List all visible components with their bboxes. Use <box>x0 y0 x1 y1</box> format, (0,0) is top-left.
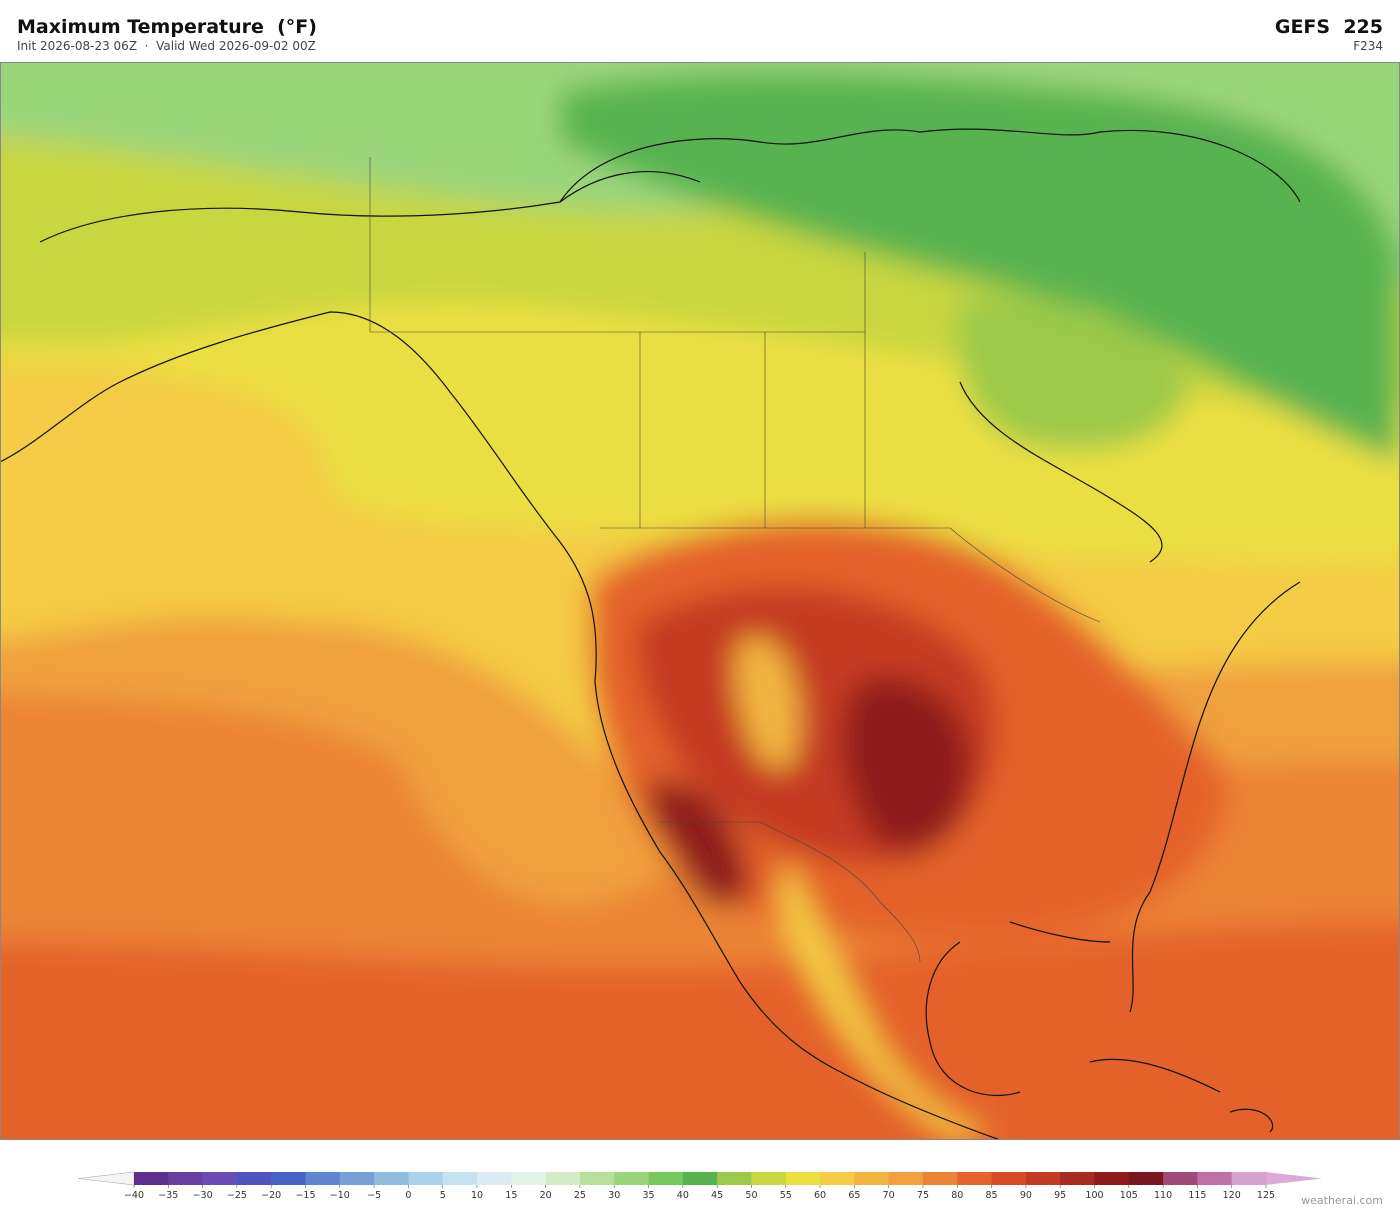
colorbar-tick-label: −25 <box>227 1190 247 1200</box>
colorbar-swatch <box>785 1172 821 1185</box>
colorbar-swatch <box>1197 1172 1233 1185</box>
map <box>0 62 1400 1140</box>
colorbar-tick-label: 80 <box>951 1190 963 1200</box>
colorbar-tick-label: 85 <box>986 1190 998 1200</box>
colorbar-swatch <box>511 1172 547 1185</box>
colorbar-tick-label: 125 <box>1257 1190 1275 1200</box>
colorbar-swatch <box>374 1172 409 1185</box>
colorbar-tick-label: 20 <box>540 1190 552 1200</box>
colorbar-tick-label: 120 <box>1223 1190 1241 1200</box>
colorbar-swatch <box>1163 1172 1198 1185</box>
colorbar-swatch <box>305 1172 341 1185</box>
colorbar-tick-label: 45 <box>711 1190 723 1200</box>
colorbar-swatch <box>854 1172 890 1185</box>
colorbar-over <box>1266 1172 1322 1185</box>
colorbar-tick-label: 65 <box>848 1190 860 1200</box>
coastlines <box>0 128 1301 1140</box>
colorbar-swatch <box>236 1172 272 1185</box>
colorbar-tick-label: 105 <box>1120 1190 1138 1200</box>
colorbar-swatch <box>408 1172 444 1185</box>
credit: weatherai.com <box>1301 1194 1383 1207</box>
colorbar-tick-label: 10 <box>471 1190 483 1200</box>
colorbar-swatch <box>957 1172 993 1185</box>
colorbar-tick-label: 95 <box>1054 1190 1066 1200</box>
colorbar-tick-label: −30 <box>193 1190 213 1200</box>
colorbar-swatch <box>1231 1172 1267 1185</box>
colorbar-tick-label: 100 <box>1085 1190 1103 1200</box>
colorbar-tick-label: 30 <box>608 1190 620 1200</box>
colorbar-swatch <box>991 1172 1027 1185</box>
colorbar-swatch <box>888 1172 924 1185</box>
map-title: Maximum Temperature (°F) <box>17 16 317 38</box>
colorbar-swatch <box>271 1172 307 1185</box>
colorbar-tick-label: 55 <box>780 1190 792 1200</box>
map-subtitle: Init 2026-08-23 06Z · Valid Wed 2026-09-… <box>17 39 316 53</box>
colorbar-swatch <box>1128 1172 1164 1185</box>
colorbar-swatch <box>339 1172 375 1185</box>
temperature-field <box>0 62 1400 1140</box>
colorbar-tick-label: 75 <box>917 1190 929 1200</box>
colorbar-swatch <box>682 1172 718 1185</box>
colorbar-swatch <box>717 1172 752 1185</box>
colorbar-swatch <box>1094 1172 1130 1185</box>
colorbar-swatch <box>1025 1172 1061 1185</box>
forecast-hour: F234 <box>1353 39 1383 53</box>
colorbar-tick-label: 25 <box>574 1190 586 1200</box>
colorbar-swatch <box>614 1172 650 1185</box>
colorbar-swatch <box>648 1172 684 1185</box>
colorbar-tick-label: 60 <box>814 1190 826 1200</box>
colorbar-tick-label: −5 <box>367 1190 381 1200</box>
colorbar-tick-label: −40 <box>124 1190 144 1200</box>
colorbar-tick-label: −20 <box>261 1190 281 1200</box>
colorbar-tick-label: −10 <box>330 1190 350 1200</box>
colorbar-tick-label: 40 <box>677 1190 689 1200</box>
colorbar-swatch <box>579 1172 615 1185</box>
colorbar-tick-label: 5 <box>440 1190 446 1200</box>
colorbar-swatch <box>134 1172 169 1185</box>
colorbar-tick-label: −35 <box>158 1190 178 1200</box>
colorbar-swatch <box>442 1172 478 1185</box>
borders <box>369 157 1101 963</box>
colorbar-swatch <box>1060 1172 1095 1185</box>
colorbar-tick-label: 110 <box>1154 1190 1172 1200</box>
colorbar-tick-label: 50 <box>745 1190 757 1200</box>
colorbar-tick-label: 15 <box>505 1190 517 1200</box>
colorbar-swatch <box>751 1172 787 1185</box>
colorbar-tick-label: 90 <box>1020 1190 1032 1200</box>
colorbar-tick-label: 115 <box>1188 1190 1206 1200</box>
colorbar-swatch <box>922 1172 958 1185</box>
model-label: GEFS 225 <box>1274 16 1383 38</box>
colorbar-swatch <box>168 1172 204 1185</box>
colorbar: −40 −35 −30 −25 −20 −15 −10 −5 0 5 10 15 20 25 30 35 40 4… <box>77 1171 1322 1200</box>
colorbar-tick-label: 35 <box>642 1190 654 1200</box>
colorbar-swatch <box>545 1172 581 1185</box>
colorbar-swatch <box>202 1172 238 1185</box>
colorbar-tick-label: −15 <box>295 1190 315 1200</box>
colorbar-tick-label: 0 <box>405 1190 411 1200</box>
colorbar-swatch <box>477 1172 512 1185</box>
colorbar-under <box>77 1171 135 1186</box>
colorbar-tick-label: 70 <box>883 1190 895 1200</box>
colorbar-swatch <box>820 1172 855 1185</box>
